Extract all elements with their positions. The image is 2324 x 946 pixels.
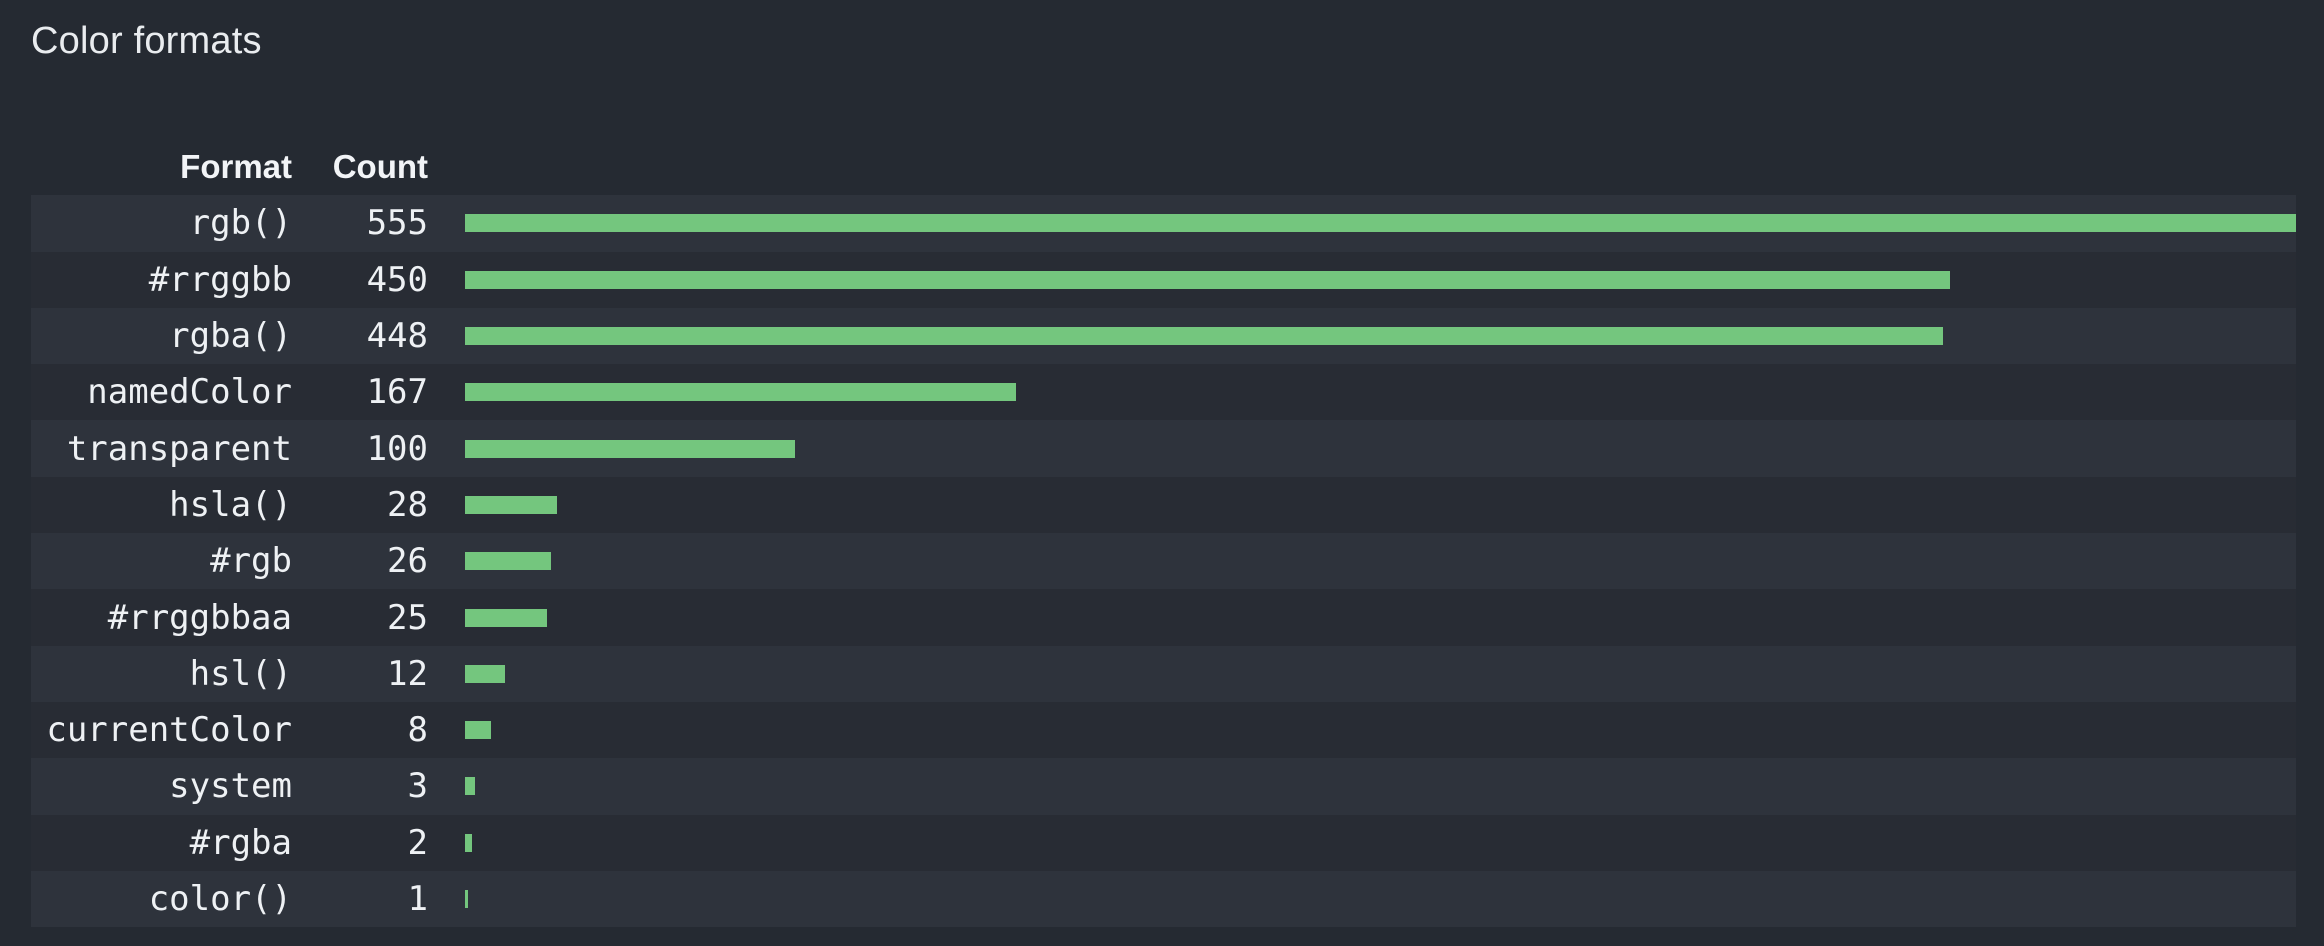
count-bar bbox=[465, 495, 558, 514]
chart-title: Color formats bbox=[31, 20, 262, 62]
bar-track bbox=[465, 252, 2296, 308]
table-row: rgb() 555 bbox=[31, 195, 2296, 252]
format-label: #rgba bbox=[189, 822, 292, 863]
table-row: transparent 100 bbox=[31, 420, 2296, 477]
bar-track bbox=[465, 871, 2296, 927]
format-label: hsl() bbox=[189, 653, 292, 694]
format-label: color() bbox=[148, 879, 292, 919]
column-header-count: Count bbox=[332, 148, 428, 186]
format-label: #rrggbbaa bbox=[107, 597, 292, 638]
count-bar bbox=[465, 664, 505, 683]
format-label: #rgb bbox=[210, 541, 292, 582]
count-value: 3 bbox=[407, 766, 428, 807]
bar-track bbox=[465, 702, 2296, 758]
bar-track bbox=[465, 646, 2296, 702]
format-label: currentColor bbox=[46, 710, 292, 751]
bar-track bbox=[465, 758, 2296, 814]
count-value: 28 bbox=[387, 484, 428, 525]
format-label: rgba() bbox=[169, 316, 292, 357]
table-row: rgba() 448 bbox=[31, 307, 2296, 365]
count-value: 555 bbox=[366, 203, 428, 244]
bar-track bbox=[465, 815, 2296, 871]
count-value: 1 bbox=[407, 879, 428, 919]
bar-column-spacer bbox=[465, 139, 2296, 195]
table-header: Format Count bbox=[31, 139, 2296, 195]
count-bar bbox=[465, 890, 469, 908]
table-body: rgb() 555 #rrggbb 450 rgba() 448 namedCo… bbox=[31, 195, 2296, 928]
bar-track bbox=[465, 533, 2296, 589]
formats-table: Format Count rgb() 555 #rrggbb 450 rgba(… bbox=[31, 139, 2296, 928]
table-row: namedColor 167 bbox=[31, 364, 2296, 421]
count-value: 100 bbox=[366, 428, 428, 469]
count-bar bbox=[465, 552, 551, 571]
count-value: 25 bbox=[387, 597, 428, 638]
table-row: #rgba 2 bbox=[31, 814, 2296, 871]
table-row: hsl() 12 bbox=[31, 645, 2296, 702]
count-value: 167 bbox=[366, 372, 428, 413]
column-header-format: Format bbox=[180, 148, 292, 186]
count-value: 12 bbox=[387, 653, 428, 694]
format-label: transparent bbox=[66, 428, 292, 469]
count-bar bbox=[465, 608, 548, 627]
table-row: color() 1 bbox=[31, 870, 2296, 928]
bar-track bbox=[465, 589, 2296, 645]
count-value: 8 bbox=[407, 710, 428, 751]
table-row: #rgb 26 bbox=[31, 533, 2296, 590]
bar-track bbox=[465, 364, 2296, 420]
count-bar bbox=[465, 327, 1943, 346]
count-bar bbox=[465, 383, 1016, 402]
count-bar bbox=[465, 777, 475, 796]
count-bar bbox=[465, 439, 795, 458]
format-label: system bbox=[169, 766, 292, 807]
table-row: #rrggbb 450 bbox=[31, 251, 2296, 308]
count-value: 448 bbox=[366, 316, 428, 357]
count-bar bbox=[465, 214, 2296, 233]
table-row: hsla() 28 bbox=[31, 476, 2296, 534]
bar-track bbox=[465, 308, 2296, 364]
count-bar bbox=[465, 721, 492, 740]
count-value: 2 bbox=[407, 822, 428, 863]
format-label: hsla() bbox=[169, 484, 292, 525]
bar-track bbox=[465, 195, 2296, 251]
format-label: #rrggbb bbox=[148, 259, 292, 300]
count-bar bbox=[465, 833, 472, 852]
count-value: 26 bbox=[387, 541, 428, 582]
bar-track bbox=[465, 477, 2296, 533]
format-label: namedColor bbox=[87, 372, 292, 413]
table-row: #rrggbbaa 25 bbox=[31, 589, 2296, 646]
count-value: 450 bbox=[366, 259, 428, 300]
count-bar bbox=[465, 270, 1950, 289]
bar-track bbox=[465, 420, 2296, 476]
table-row: currentColor 8 bbox=[31, 701, 2296, 759]
format-label: rgb() bbox=[189, 203, 292, 244]
table-row: system 3 bbox=[31, 758, 2296, 815]
